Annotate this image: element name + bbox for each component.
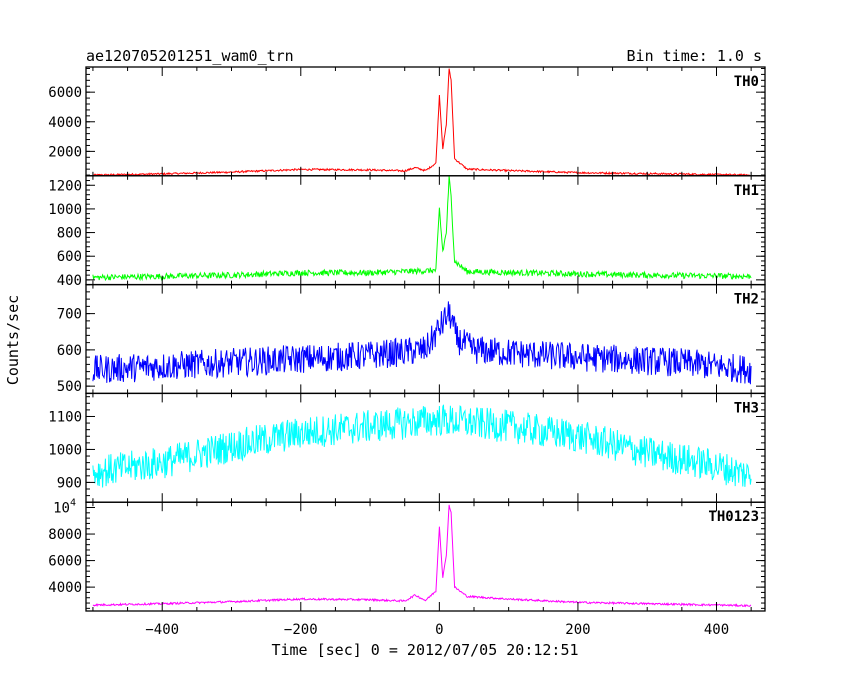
- y-tick-label: 104: [53, 498, 76, 517]
- y-tick-label: 1200: [48, 178, 82, 194]
- panel-th0: 2000 4000 6000 TH0: [48, 66, 766, 177]
- x-tick-label: −400: [145, 622, 179, 638]
- y-tick-label: 800: [57, 226, 82, 242]
- y-tick-label: 8000: [48, 527, 82, 543]
- series-line-th0123: [92, 504, 752, 608]
- panel-frame: [85, 501, 766, 612]
- chart-title: ae120705201251_wam0_trn: [86, 47, 294, 65]
- panel-th2: 500 600 700 TH2: [57, 283, 766, 395]
- y-tick-label: 2000: [48, 144, 82, 160]
- y-tick-label: 900: [57, 475, 82, 491]
- panel-th0123: 4000 6000 8000 104 TH0123: [48, 498, 766, 612]
- panel-frame: [85, 66, 766, 177]
- chart-subtitle: Bin time: 1.0 s: [627, 47, 762, 65]
- panel-th3: 900 1000 1100 TH3: [48, 392, 766, 503]
- series-line-th3: [92, 404, 752, 488]
- y-tick-label: 1000: [48, 202, 82, 218]
- panel-label: TH2: [734, 292, 759, 308]
- y-tick-label: 1000: [48, 442, 82, 458]
- x-tick-label: −200: [284, 622, 318, 638]
- y-tick-label: 400: [57, 273, 82, 289]
- panel-label: TH0123: [708, 509, 759, 525]
- series-line-th0: [92, 68, 752, 176]
- panel-stack: 2000 4000 6000 TH0 400 600 800 1000 1200 TH1 500 60…: [48, 66, 766, 612]
- y-tick-label: 600: [57, 249, 82, 265]
- panel-frame: [85, 175, 766, 286]
- y-tick-label: 700: [57, 307, 82, 323]
- x-tick-label: 0: [435, 622, 443, 638]
- y-tick-label: 500: [57, 379, 82, 395]
- panel-label: TH0: [734, 74, 759, 90]
- panel-label: TH3: [734, 400, 759, 416]
- series-line-th2: [92, 301, 752, 385]
- panel-frame: [85, 283, 766, 395]
- x-tick-label: 200: [565, 622, 590, 638]
- y-axis-label: Counts/sec: [4, 295, 22, 385]
- series-line-th1: [92, 175, 752, 282]
- y-tick-label: 4000: [48, 115, 82, 131]
- y-tick-label: 1100: [48, 409, 82, 425]
- y-tick-label: 6000: [48, 554, 82, 570]
- x-axis-label: Time [sec] 0 = 2012/07/05 20:12:51: [271, 641, 578, 659]
- x-axis: −400 −200 0 200 400: [145, 622, 729, 638]
- panel-th1: 400 600 800 1000 1200 TH1: [48, 175, 766, 289]
- y-tick-label: 600: [57, 343, 82, 359]
- y-tick-label: 6000: [48, 85, 82, 101]
- x-tick-label: 400: [704, 622, 729, 638]
- panel-label: TH1: [734, 183, 759, 199]
- y-tick-label: 4000: [48, 580, 82, 596]
